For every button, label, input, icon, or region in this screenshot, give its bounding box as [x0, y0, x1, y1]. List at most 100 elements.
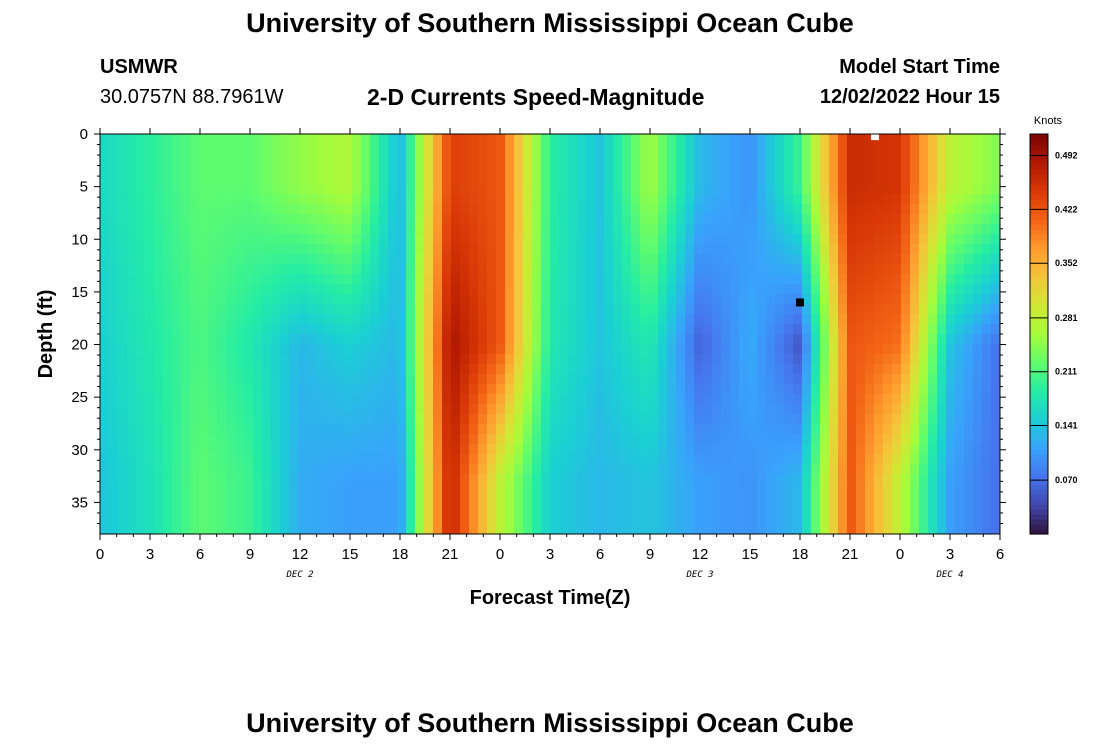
heat-cell: [388, 164, 398, 175]
heat-cell: [451, 434, 461, 445]
heat-cell: [127, 344, 137, 355]
heat-cell: [541, 164, 551, 175]
heat-cell: [964, 154, 974, 165]
heat-cell: [352, 384, 362, 395]
heat-cell: [928, 134, 938, 145]
heat-cell: [847, 144, 857, 155]
heat-cell: [532, 224, 542, 235]
heat-cell: [631, 154, 641, 165]
heat-cell: [559, 274, 569, 285]
heat-cell: [460, 344, 470, 355]
heat-cell: [496, 244, 506, 255]
heat-cell: [541, 474, 551, 485]
heat-cell: [766, 364, 776, 375]
heat-cell: [613, 494, 623, 505]
heat-cell: [685, 454, 695, 465]
heat-cell: [361, 154, 371, 165]
heat-cell: [136, 354, 146, 365]
heat-cell: [271, 404, 281, 415]
heat-cell: [145, 214, 155, 225]
heat-cell: [145, 364, 155, 375]
heat-cell: [784, 184, 794, 195]
heat-cell: [433, 224, 443, 235]
heat-cell: [649, 314, 659, 325]
heat-cell: [937, 304, 947, 315]
heat-cell: [703, 524, 713, 534]
heat-cell: [577, 234, 587, 245]
heat-cell: [325, 244, 335, 255]
heat-cell: [451, 204, 461, 215]
heat-cell: [667, 244, 677, 255]
heat-cell: [991, 164, 1000, 175]
heat-cell: [928, 304, 938, 315]
heat-cell: [559, 434, 569, 445]
heat-cell: [163, 454, 173, 465]
heat-cell: [577, 384, 587, 395]
heat-cell: [100, 304, 110, 315]
heat-cell: [604, 144, 614, 155]
heat-cell: [496, 234, 506, 245]
heat-cell: [514, 234, 524, 245]
heat-cell: [217, 414, 227, 425]
heat-cell: [541, 184, 551, 195]
colorbar-segment: [1030, 479, 1048, 485]
heat-cell: [136, 364, 146, 375]
heat-cell: [568, 284, 578, 295]
heat-cell: [370, 204, 380, 215]
page-title: University of Southern Mississippi Ocean…: [246, 8, 854, 38]
heat-cell: [532, 364, 542, 375]
heat-cell: [910, 514, 920, 525]
heat-cell: [694, 254, 704, 265]
heat-cell: [361, 174, 371, 185]
heat-cell: [487, 444, 497, 455]
heat-cell: [523, 234, 533, 245]
heat-cell: [208, 274, 218, 285]
heat-cell: [991, 504, 1000, 515]
heat-cell: [118, 134, 128, 145]
heat-cell: [874, 394, 884, 405]
heat-cell: [478, 404, 488, 415]
heat-cell: [181, 294, 191, 305]
heat-cell: [829, 434, 839, 445]
colorbar-segment: [1030, 379, 1048, 385]
heat-cell: [316, 134, 326, 145]
heat-cell: [847, 394, 857, 405]
heat-cell: [379, 484, 389, 495]
heat-cell: [541, 504, 551, 515]
heat-cell: [955, 184, 965, 195]
heat-cell: [667, 194, 677, 205]
heat-cell: [865, 144, 875, 155]
heat-cell: [622, 274, 632, 285]
heat-cell: [910, 254, 920, 265]
heat-cell: [622, 144, 632, 155]
heat-cell: [748, 484, 758, 495]
heat-cell: [802, 494, 812, 505]
heat-cell: [163, 194, 173, 205]
heat-cell: [991, 294, 1000, 305]
heat-cell: [640, 144, 650, 155]
heat-cell: [379, 294, 389, 305]
heat-cell: [775, 134, 785, 145]
heat-cell: [892, 274, 902, 285]
heat-cell: [802, 264, 812, 275]
heat-cell: [451, 334, 461, 345]
heat-cell: [361, 184, 371, 195]
heat-cell: [793, 484, 803, 495]
heat-cell: [244, 134, 254, 145]
heat-cell: [433, 344, 443, 355]
heat-cell: [172, 454, 182, 465]
heat-cell: [757, 414, 767, 425]
heat-cell: [208, 484, 218, 495]
heat-cell: [190, 414, 200, 425]
heat-cell: [604, 164, 614, 175]
heat-cell: [199, 294, 209, 305]
heat-cell: [127, 474, 137, 485]
heat-cell: [712, 514, 722, 525]
heat-cell: [973, 164, 983, 175]
heat-cell: [631, 324, 641, 335]
heat-cell: [334, 314, 344, 325]
heat-cell: [514, 484, 524, 495]
heat-cell: [667, 504, 677, 515]
heat-cell: [172, 334, 182, 345]
heat-cell: [775, 404, 785, 415]
